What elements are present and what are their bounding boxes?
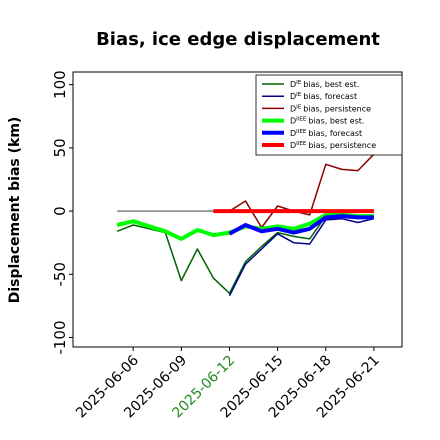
legend-symbol: D bbox=[290, 92, 296, 101]
legend-superscript: IE bbox=[296, 92, 302, 98]
legend-label: DIIEE bias, best est. bbox=[290, 117, 364, 126]
legend-superscript: IE bbox=[296, 104, 302, 110]
legend-label: DIE bias, best est. bbox=[290, 80, 359, 89]
legend-superscript: IIEE bbox=[296, 117, 307, 123]
y-tick-label: -100 bbox=[51, 320, 69, 354]
plot-frame bbox=[72, 71, 403, 348]
legend-symbol: D bbox=[290, 80, 296, 89]
legend-symbol: D bbox=[290, 129, 296, 138]
legend-name: bias, forecast bbox=[303, 92, 357, 101]
y-tick-label: -50 bbox=[51, 262, 69, 287]
legend-label: DIIEE bias, persistence bbox=[290, 141, 376, 150]
legend-label: DIE bias, persistence bbox=[290, 104, 371, 113]
legend-symbol: D bbox=[290, 117, 296, 126]
legend-superscript: IE bbox=[296, 80, 302, 86]
y-tick-label: 0 bbox=[51, 206, 69, 216]
chart-title: Bias, ice edge displacement bbox=[96, 29, 380, 50]
series-line bbox=[228, 217, 375, 297]
y-tick-label: 50 bbox=[51, 138, 69, 157]
legend-name: bias, best est. bbox=[303, 80, 359, 89]
legend-name: bias, best est. bbox=[308, 117, 364, 126]
legend-label: DIE bias, forecast bbox=[290, 92, 357, 101]
legend-name: bias, forecast bbox=[308, 129, 362, 138]
legend-name: bias, persistence bbox=[303, 104, 371, 113]
legend-symbol: D bbox=[290, 141, 296, 150]
legend-box bbox=[255, 74, 403, 156]
legend-superscript: IIEE bbox=[296, 129, 307, 135]
y-tick-label: 100 bbox=[51, 70, 69, 99]
y-axis-label: Displacement bias (km) bbox=[7, 117, 23, 304]
legend-superscript: IIEE bbox=[296, 141, 307, 147]
legend-symbol: D bbox=[290, 104, 296, 113]
series-line bbox=[228, 214, 374, 236]
legend-name: bias, persistence bbox=[308, 141, 376, 150]
legend-label: DIIEE bias, forecast bbox=[290, 129, 362, 138]
